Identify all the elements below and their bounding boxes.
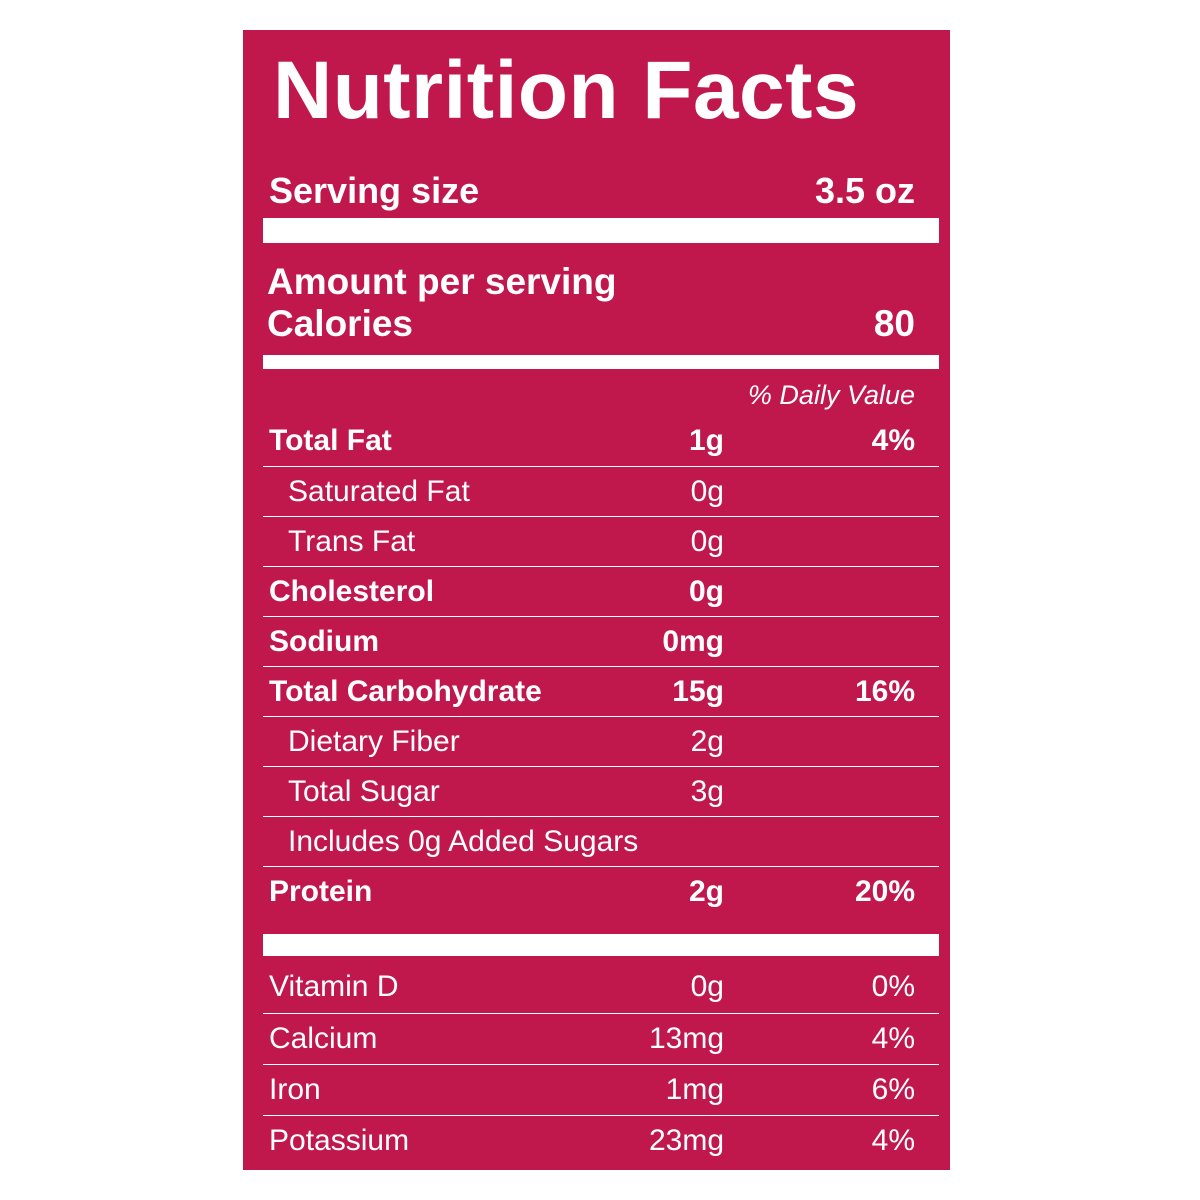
nutrient-daily-value: 20% xyxy=(854,875,915,908)
vitamin-name: Vitamin D xyxy=(269,970,399,1003)
vitamin-amount: 13mg xyxy=(648,1022,724,1055)
nutrient-amount: 1g xyxy=(688,424,724,457)
thick-divider-vitamins xyxy=(263,934,939,956)
vitamin-row-vitamin-d: Vitamin D 0g 0% xyxy=(263,962,939,1013)
nutrient-name: Sodium xyxy=(269,625,379,658)
nutrient-name: Saturated Fat xyxy=(288,475,470,508)
vitamin-name: Potassium xyxy=(269,1124,410,1157)
calories-label: Calories xyxy=(267,303,414,344)
vitamin-name: Iron xyxy=(269,1073,321,1106)
serving-size-label: Serving size xyxy=(269,170,480,211)
nutrient-daily-value: 4% xyxy=(871,424,915,457)
nutrient-row-saturated-fat: Saturated Fat 0g xyxy=(263,466,939,516)
nutrient-amount: 3g xyxy=(690,775,724,808)
calories-value: 80 xyxy=(873,303,915,344)
vitamin-amount: 1mg xyxy=(665,1073,724,1106)
vitamin-amount: 0g xyxy=(690,970,724,1003)
nutrient-row-dietary-fiber: Dietary Fiber 2g xyxy=(263,716,939,766)
vitamin-list: Vitamin D 0g 0% Calcium 13mg 4% Iron 1mg… xyxy=(263,962,939,1166)
nutrient-amount: 0g xyxy=(690,475,724,508)
vitamin-amount: 23mg xyxy=(648,1124,724,1157)
nutrient-name: Total Fat xyxy=(269,424,392,457)
vitamin-daily-value: 6% xyxy=(871,1073,915,1106)
nutrient-name: Total Sugar xyxy=(288,775,440,808)
nutrition-facts-title: Nutrition Facts xyxy=(273,45,860,136)
nutrient-name: Dietary Fiber xyxy=(288,725,460,758)
vitamin-name: Calcium xyxy=(269,1022,378,1055)
nutrient-row-total-carbohydrate: Total Carbohydrate 15g 16% xyxy=(263,666,939,716)
thick-divider xyxy=(263,218,939,243)
nutrient-amount: 15g xyxy=(672,675,724,708)
nutrient-row-trans-fat: Trans Fat 0g xyxy=(263,516,939,566)
nutrient-name: Includes 0g Added Sugars xyxy=(288,825,639,858)
nutrient-amount: 0g xyxy=(688,575,724,608)
nutrient-row-total-sugar: Total Sugar 3g xyxy=(263,766,939,816)
nutrient-amount: 2g xyxy=(690,725,724,758)
nutrient-amount: 2g xyxy=(688,875,724,908)
vitamin-daily-value: 4% xyxy=(871,1022,915,1055)
nutrient-name: Cholesterol xyxy=(269,575,435,608)
nutrient-row-sodium: Sodium 0mg xyxy=(263,616,939,666)
nutrient-name: Protein xyxy=(269,875,373,908)
nutrient-daily-value: 16% xyxy=(854,675,915,708)
nutrient-row-cholesterol: Cholesterol 0g xyxy=(263,566,939,616)
nutrient-list: Total Fat 1g 4% Saturated Fat 0g Trans F… xyxy=(263,416,939,916)
nutrient-amount: 0mg xyxy=(662,625,724,658)
vitamin-daily-value: 4% xyxy=(871,1124,915,1157)
nutrient-row-protein: Protein 2g 20% xyxy=(263,866,939,916)
vitamin-row-potassium: Potassium 23mg 4% xyxy=(263,1115,939,1166)
nutrient-row-added-sugars: Includes 0g Added Sugars xyxy=(263,816,939,866)
serving-size-row: Serving size 3.5 oz xyxy=(263,170,939,220)
nutrient-name: Trans Fat xyxy=(288,525,416,558)
vitamin-row-calcium: Calcium 13mg 4% xyxy=(263,1013,939,1064)
nutrient-amount: 0g xyxy=(690,525,724,558)
vitamin-row-iron: Iron 1mg 6% xyxy=(263,1064,939,1115)
medium-divider xyxy=(263,355,939,369)
nutrition-facts-panel: Nutrition Facts Serving size 3.5 oz Amou… xyxy=(243,30,950,1170)
serving-size-value: 3.5 oz xyxy=(814,170,915,211)
nutrient-name: Total Carbohydrate xyxy=(269,675,542,708)
amount-per-serving-label: Amount per serving xyxy=(267,261,617,302)
nutrient-row-total-fat: Total Fat 1g 4% xyxy=(263,416,939,466)
daily-value-header-text: % Daily Value xyxy=(747,380,915,410)
vitamin-daily-value: 0% xyxy=(871,970,915,1003)
